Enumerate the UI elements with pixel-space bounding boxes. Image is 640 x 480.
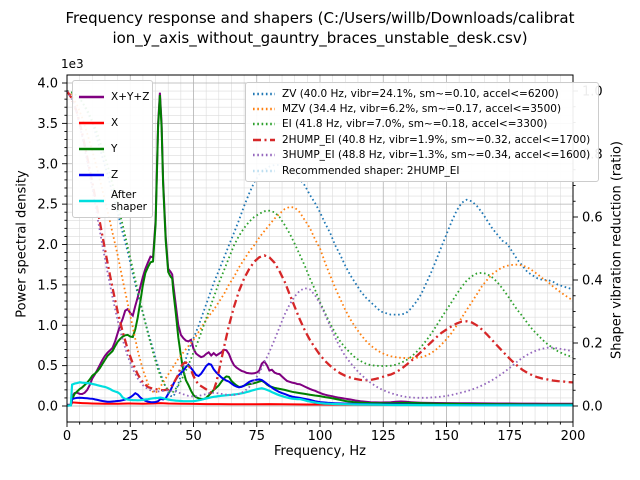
legend-item: MZV (34.4 Hz, vibr=6.2%, sm~=0.17, accel… (252, 101, 590, 116)
svg-text:150: 150 (434, 429, 459, 444)
svg-text:50: 50 (185, 429, 202, 444)
chart-title-line2: ion_y_axis_without_gauntry_braces_unstab… (112, 29, 528, 48)
legend-item-label: ZV (40.0 Hz, vibr=24.1%, sm~=0.10, accel… (282, 87, 559, 100)
svg-text:2.0: 2.0 (37, 238, 58, 253)
y-axis-label-left: Power spectral density (14, 170, 30, 318)
legend-line-swatch (253, 169, 275, 172)
legend-line-swatch (79, 199, 104, 203)
x-axis-label: Frequency, Hz (273, 444, 367, 459)
series-ZV (67, 90, 573, 398)
y-axis-label-right: Shaper vibration reduction (ratio) (609, 141, 625, 359)
legend-item: After shaper (78, 188, 152, 214)
svg-text:0.4: 0.4 (582, 274, 603, 289)
svg-text:0.6: 0.6 (582, 211, 603, 226)
svg-text:4.0: 4.0 (37, 77, 58, 92)
legend-line-swatch (253, 92, 275, 95)
legend-line-swatch (79, 95, 104, 99)
series-lines (67, 90, 573, 407)
svg-text:175: 175 (497, 429, 522, 444)
legend-item-label: MZV (34.4 Hz, vibr=6.2%, sm~=0.17, accel… (282, 103, 562, 116)
legend-item: 2HUMP_EI (40.8 Hz, vibr=1.9%, sm~=0.32, … (252, 132, 590, 147)
legend-line-swatch (253, 107, 275, 111)
legend-item: EI (41.8 Hz, vibr=7.0%, sm~=0.18, accel<… (252, 117, 590, 132)
legend-line-swatch (79, 121, 104, 125)
svg-text:1.0: 1.0 (37, 319, 58, 334)
legend-item: X (78, 110, 152, 136)
svg-text:100: 100 (308, 429, 333, 444)
svg-text:200: 200 (561, 429, 586, 444)
legend-item: ZV (40.0 Hz, vibr=24.1%, sm~=0.10, accel… (252, 86, 590, 101)
svg-text:125: 125 (371, 429, 396, 444)
legend-item: 3HUMP_EI (48.8 Hz, vibr=1.3%, sm~=0.34, … (252, 148, 590, 163)
chart-title: Frequency response and shapers (C:/Users… (0, 8, 640, 49)
svg-text:0.5: 0.5 (37, 359, 58, 374)
series-3HUMP_EI (67, 90, 573, 399)
svg-text:3.0: 3.0 (37, 157, 58, 172)
svg-text:2.5: 2.5 (37, 198, 58, 213)
series-After-shaper (67, 381, 573, 407)
legend-item-label: Z (111, 168, 119, 181)
svg-text:0: 0 (63, 429, 71, 444)
svg-text:1.5: 1.5 (37, 278, 58, 293)
legend-item-label: Recommended shaper: 2HUMP_EI (282, 164, 460, 177)
svg-text:3.5: 3.5 (37, 117, 58, 132)
y-axis-offset-multiplier: 1e3 (61, 57, 84, 71)
legend-item: Z (78, 162, 152, 188)
legend-shapers: ZV (40.0 Hz, vibr=24.1%, sm~=0.10, accel… (245, 82, 600, 183)
legend-item: Recommended shaper: 2HUMP_EI (252, 163, 590, 178)
legend-psd-series: X+Y+Z X Y Z After shaper (72, 80, 153, 218)
legend-line-swatch (79, 173, 104, 177)
svg-text:0.0: 0.0 (582, 400, 603, 415)
axis-ticks (62, 82, 578, 427)
legend-item-label: After shaper (111, 188, 148, 213)
svg-text:75: 75 (248, 429, 265, 444)
legend-item-label: EI (41.8 Hz, vibr=7.0%, sm~=0.18, accel<… (282, 118, 548, 131)
legend-line-swatch (253, 138, 275, 142)
legend-line-swatch (253, 153, 275, 157)
legend-item: Y (78, 136, 152, 162)
legend-item-label: Y (111, 142, 118, 155)
chart-title-line1: Frequency response and shapers (C:/Users… (65, 9, 575, 27)
legend-item-label: 2HUMP_EI (40.8 Hz, vibr=1.9%, sm~=0.32, … (282, 133, 591, 146)
legend-item-label: 3HUMP_EI (48.8 Hz, vibr=1.3%, sm~=0.34, … (282, 149, 591, 162)
series-2HUMP_EI (67, 90, 573, 395)
svg-text:25: 25 (122, 429, 139, 444)
legend-item-label: X+Y+Z (111, 90, 150, 103)
svg-text:0.2: 0.2 (582, 337, 603, 352)
svg-text:0.0: 0.0 (37, 400, 58, 415)
series-Y (67, 95, 573, 407)
legend-item-label: X (111, 116, 119, 129)
legend-line-swatch (79, 147, 104, 151)
legend-line-swatch (253, 123, 275, 126)
legend-item: X+Y+Z (78, 84, 152, 110)
